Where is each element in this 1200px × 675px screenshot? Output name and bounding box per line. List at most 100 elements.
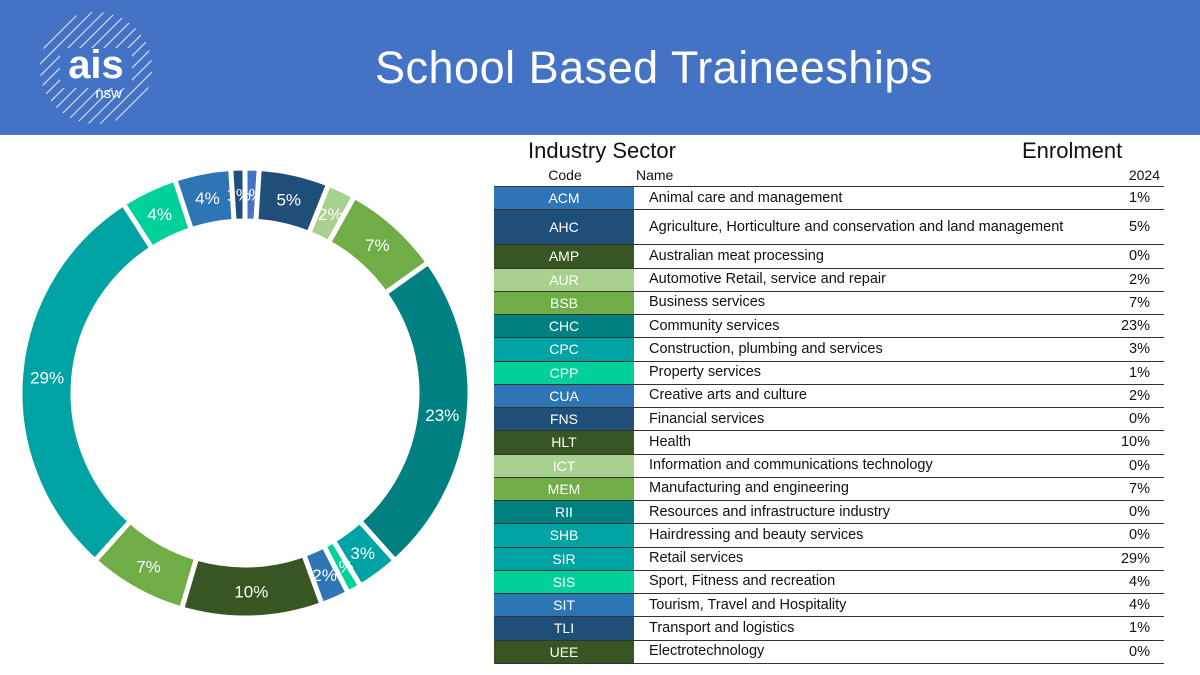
slice-label: 3% [350, 544, 375, 563]
sector-name: Automotive Retail, service and repair [649, 271, 886, 288]
enrolment-percent: 4% [1129, 573, 1150, 590]
donut-chart: 1% 5%2%7%23%3%1%2%10%7%29%4%4% 1% [17, 165, 473, 621]
enrolment-percent: 7% [1129, 294, 1150, 311]
sector-name: Health [649, 433, 691, 450]
sector-name: Community services [649, 317, 780, 334]
slice-label: 23% [425, 406, 459, 425]
sector-name: Agriculture, Horticulture and conservati… [649, 218, 1064, 235]
table-row: UEE Electrotechnology 0% [494, 640, 1164, 664]
enrolment-percent: 0% [1129, 457, 1150, 474]
enrolment-percent: 7% [1129, 480, 1150, 497]
sector-name: Tourism, Travel and Hospitality [649, 596, 847, 613]
sector-name: Animal care and management [649, 189, 843, 206]
sector-code: ACM [494, 187, 635, 210]
sector-code: SIS [494, 570, 635, 593]
sector-code: FNS [494, 408, 635, 431]
sector-code: MEM [494, 477, 635, 500]
table-row: TLI Transport and logistics 1% [494, 617, 1164, 641]
slice-label: 5% [276, 190, 301, 209]
enrolment-percent: 1% [1129, 620, 1150, 637]
table-row: FNS Financial services 0% [494, 408, 1164, 432]
donut-slice [17, 200, 156, 565]
sector-name: Hairdressing and beauty services [649, 526, 864, 543]
slice-label: 1% [226, 186, 251, 205]
code-column-header: Code [548, 167, 582, 183]
enrolment-percent: 2% [1129, 387, 1150, 404]
sector-code: ICT [494, 454, 635, 477]
enrolment-heading: Enrolment [1022, 138, 1123, 163]
sector-code: SHB [494, 524, 635, 547]
enrolment-percent: 0% [1129, 643, 1150, 660]
enrolment-percent: 29% [1120, 550, 1150, 567]
sector-name: Electrotechnology [649, 643, 765, 660]
table-row: AUR Automotive Retail, service and repair… [494, 268, 1164, 292]
ais-nsw-logo: ais nsw [40, 12, 152, 124]
table-row: HLT Health 10% [494, 431, 1164, 455]
title-banner: ais nsw School Based Traineeships [0, 0, 1200, 135]
enrolment-percent: 3% [1129, 341, 1150, 358]
slice-label: 7% [136, 557, 161, 576]
enrolment-percent: 23% [1120, 318, 1150, 335]
table-row: CPP Property services 1% [494, 361, 1164, 385]
enrolment-percent: 1% [1129, 364, 1150, 381]
sector-code: CUA [494, 384, 635, 407]
table-row: AHC Agriculture, Horticulture and conserv… [494, 210, 1164, 246]
donut-slice [228, 165, 248, 224]
enrolment-percent: 10% [1120, 434, 1150, 451]
sector-code: BSB [494, 291, 635, 314]
sector-code: CHC [494, 315, 635, 338]
enrolment-percent: 2% [1129, 271, 1150, 288]
name-column-header: Name [636, 167, 674, 183]
sector-name: Construction, plumbing and services [649, 340, 883, 357]
slice-label: 4% [195, 189, 220, 208]
sector-name: Australian meat processing [649, 247, 824, 264]
sector-code: SIT [494, 594, 635, 617]
industry-sector-heading: Industry Sector [528, 138, 676, 163]
slice-label: 2% [318, 205, 343, 224]
page-title: School Based Traineeships [375, 42, 933, 93]
enrolment-percent: 5% [1129, 219, 1150, 236]
sector-name: Creative arts and culture [649, 387, 807, 404]
table-row: CUA Creative arts and culture 2% [494, 384, 1164, 408]
sector-name: Financial services [649, 410, 765, 427]
enrolment-percent: 0% [1129, 248, 1150, 265]
sector-code: CPC [494, 338, 635, 361]
sector-code: AUR [494, 268, 635, 291]
sector-code: AMP [494, 245, 635, 268]
sector-code: UEE [494, 640, 635, 663]
table-row: SIT Tourism, Travel and Hospitality 4% [494, 594, 1164, 618]
sector-code: HLT [494, 431, 635, 454]
sector-code: RII [494, 501, 635, 524]
sector-name: Information and communications technolog… [649, 457, 933, 474]
sector-name: Retail services [649, 550, 744, 567]
enrolment-percent: 1% [1129, 190, 1150, 207]
slice-label: 4% [147, 205, 172, 224]
slice-label: 10% [234, 582, 268, 601]
table-row: ACM Animal care and management 1% [494, 187, 1164, 211]
sector-name: Resources and infrastructure industry [649, 503, 890, 520]
table-row: AMP Australian meat processing 0% [494, 245, 1164, 269]
year-column-header: 2024 [1128, 167, 1160, 183]
sector-code: TLI [494, 617, 635, 640]
table-row: SIR Retail services 29% [494, 547, 1164, 571]
sector-name: Transport and logistics [649, 619, 795, 636]
sector-name: Manufacturing and engineering [649, 480, 849, 497]
slice-label: 2% [312, 566, 337, 585]
svg-text:nsw: nsw [95, 85, 122, 102]
table-row: BSB Business services 7% [494, 291, 1164, 315]
enrolment-percent: 0% [1129, 527, 1150, 544]
sector-code: CPP [494, 361, 635, 384]
enrolment-percent: 0% [1129, 411, 1150, 428]
industry-sector-table: ACM Animal care and management 1% AHC Agricu… [494, 186, 1164, 664]
table-row: SIS Sport, Fitness and recreation 4% [494, 570, 1164, 594]
slice-label: 29% [30, 368, 64, 387]
table-row: ICT Information and communications techno… [494, 454, 1164, 478]
sector-name: Property services [649, 364, 762, 381]
enrolment-percent: 0% [1129, 504, 1150, 521]
table-row: CHC Community services 23% [494, 315, 1164, 339]
slice-label: 7% [365, 236, 390, 255]
table-row: RII Resources and infrastructure industry… [494, 501, 1164, 525]
svg-text:ais: ais [68, 43, 124, 87]
sector-name: Sport, Fitness and recreation [649, 573, 836, 590]
enrolment-percent: 4% [1129, 597, 1150, 614]
